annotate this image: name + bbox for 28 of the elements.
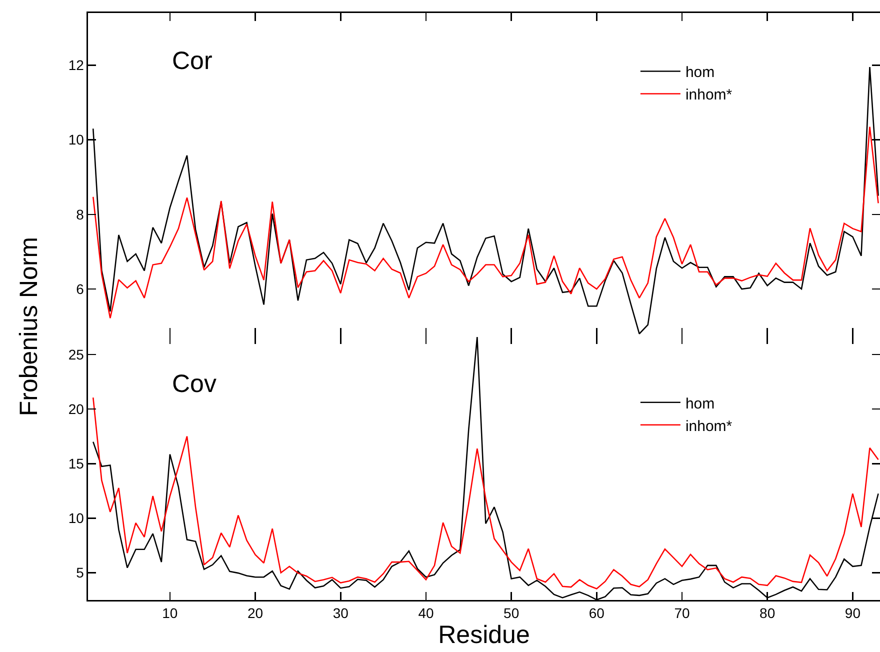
text: Cor bbox=[172, 47, 212, 75]
line-series bbox=[92, 126, 879, 319]
line-series bbox=[92, 396, 879, 590]
text: Cov bbox=[172, 370, 217, 398]
x-tick-label: 60 bbox=[588, 605, 605, 622]
legend-label: hom bbox=[685, 395, 715, 412]
x-axis-title: Residue bbox=[438, 621, 530, 650]
y-tick-label: 8 bbox=[76, 206, 84, 222]
y-tick-label: 5 bbox=[76, 564, 84, 581]
legend-label: inhom* bbox=[685, 86, 732, 104]
x-tick-label: 20 bbox=[247, 605, 264, 622]
legend-label: inhom* bbox=[685, 418, 732, 435]
x-tick-label: 80 bbox=[760, 605, 776, 622]
y-tick-label: 25 bbox=[68, 346, 84, 362]
y-tick-label: 15 bbox=[68, 456, 84, 472]
x-tick-label: 70 bbox=[674, 605, 690, 622]
y-tick-label: 10 bbox=[68, 132, 84, 148]
legend-label: hom bbox=[685, 64, 715, 82]
y-tick-label: 12 bbox=[68, 57, 84, 74]
x-tick-label: 30 bbox=[332, 605, 349, 622]
x-tick-label: 40 bbox=[418, 605, 434, 622]
x-tick-label: 90 bbox=[844, 605, 861, 622]
x-tick-label: 50 bbox=[504, 605, 520, 622]
y-axis-title: Frobenius Norm bbox=[16, 236, 44, 416]
y-tick-label: 20 bbox=[68, 400, 84, 417]
x-tick-label: 10 bbox=[162, 605, 178, 622]
y-tick-label: 10 bbox=[68, 510, 84, 526]
y-tick-label: 6 bbox=[76, 280, 84, 297]
